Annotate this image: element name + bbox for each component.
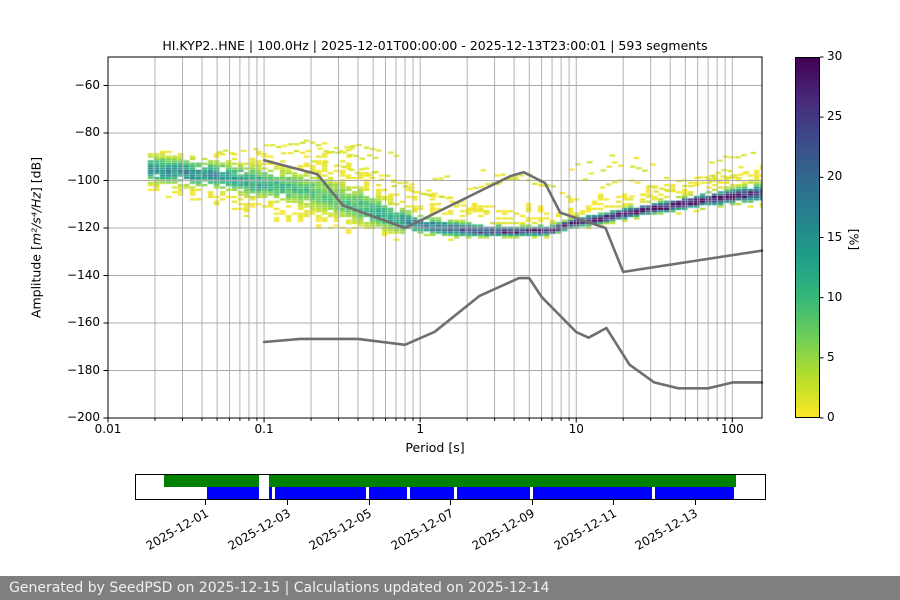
timeline-segment-coverage [206,487,259,499]
timeline-date-label: 2025-12-09 [469,506,538,553]
timeline-segment-coverage [274,487,367,499]
timeline-segment-coverage [655,487,735,499]
y-axis-label: Amplitude [m²/s⁴/Hz] [dB] [29,58,46,418]
timeline-date-label: 2025-12-03 [225,506,293,553]
y-tick-label: −60 [74,77,100,92]
ppsd-density-canvas [108,57,762,418]
y-tick-label: −140 [67,267,100,282]
timeline-tick [694,500,696,505]
timeline-tick [450,500,452,505]
timeline-date-label: 2025-12-11 [551,506,619,553]
x-tick-label: 0.1 [254,422,274,436]
timeline-tick [287,500,289,505]
y-tick-label: −120 [67,220,100,234]
footer-bar: Generated by SeedPSD on 2025-12-15 | Cal… [0,576,900,600]
timeline-date-label: 2025-12-13 [632,506,701,553]
y-tick-label: −100 [67,172,100,187]
timeline-tick [205,500,207,505]
timeline-date-label: 2025-12-07 [388,506,456,553]
colorbar-tick-label: 5 [827,349,835,364]
x-axis-label: Period [s] [405,440,465,455]
y-axis-label-units: m²/s⁴/Hz [28,192,44,246]
y-tick-label: −80 [74,125,100,139]
timeline-date-label: 2025-12-01 [143,506,211,553]
timeline-segment-coverage [532,487,653,499]
colorbar-tick-label: 30 [827,49,843,63]
plot-title: HI.KYP2..HNE | 100.0Hz | 2025-12-01T00:0… [162,38,708,53]
timeline-segment-coverage [369,487,408,499]
x-tick-label: 1 [416,422,424,436]
x-tick-label: 0.01 [94,422,122,436]
timeline-date-label: 2025-12-05 [306,506,375,553]
timeline-tick [613,500,615,505]
timeline-tick [368,500,370,505]
timeline-segment-coverage [410,487,454,499]
colorbar-gradient [795,57,820,418]
y-tick-label: −180 [67,362,100,377]
timeline-segment-coverage [456,487,530,499]
colorbar-tick-label: 10 [827,289,843,304]
colorbar-tick-label: 20 [827,169,843,184]
timeline-tick [531,500,533,505]
colorbar-tick-label: 25 [827,109,843,124]
timeline-segment-coverage [268,487,272,499]
y-tick-label: −200 [67,410,100,424]
footer-text: Generated by SeedPSD on 2025-12-15 | Cal… [9,580,550,596]
x-tick-label: 10 [568,422,584,436]
y-axis-label-suffix: ] [dB] [28,156,44,193]
timeline-segment-availability [163,475,259,487]
y-tick-label: −160 [67,315,100,329]
x-tick-label: 100 [720,422,744,436]
y-axis-label-prefix: Amplitude [ [28,245,44,319]
colorbar-tick-label: 15 [827,229,843,244]
colorbar-tick-label: 0 [827,410,835,424]
timeline-segment-availability [268,475,737,487]
